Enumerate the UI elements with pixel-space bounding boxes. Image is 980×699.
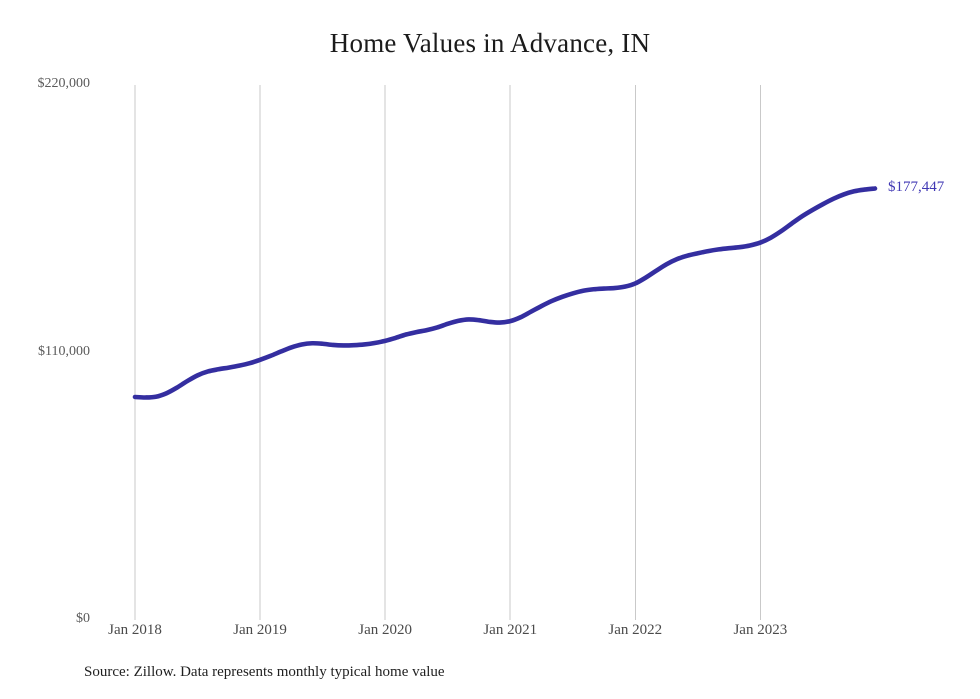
series-line-0 (132, 186, 878, 400)
gridlines (134, 85, 761, 620)
x-tick-label-1: Jan 2019 (233, 622, 287, 638)
data-series (132, 186, 878, 400)
x-tick-label-2: Jan 2020 (358, 622, 413, 638)
x-tick-label-5: Jan 2023 (733, 622, 788, 638)
source-note: Source: Zillow. Data represents monthly … (84, 664, 445, 680)
x-tick-label-4: Jan 2022 (608, 622, 663, 638)
chart-title: Home Values in Advance, IN (329, 28, 651, 58)
y-tick-label-0: $0 (76, 611, 90, 626)
x-tick-label-3: Jan 2021 (483, 622, 538, 638)
y-tick-label-1: $110,000 (38, 343, 90, 359)
y-tick-label-2: $220,000 (37, 76, 91, 91)
end-value-annotation: $177,447 (888, 179, 945, 196)
x-tick-label-0: Jan 2018 (108, 622, 162, 638)
